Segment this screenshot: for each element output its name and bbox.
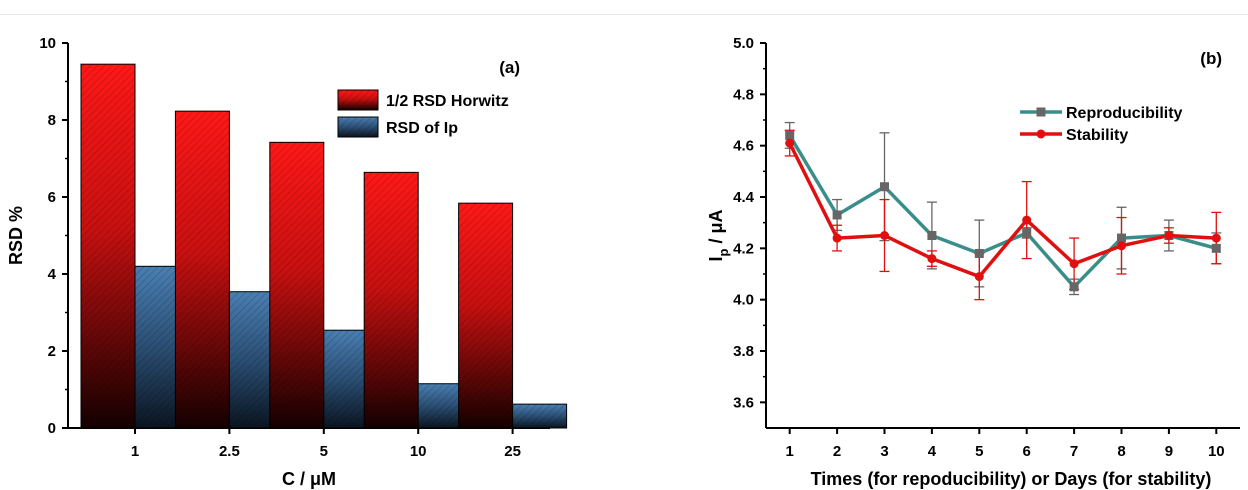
b-y-axis-label: Ip / μA xyxy=(706,210,731,262)
b-y-tick-label: 4.8 xyxy=(733,86,754,103)
b-legend-label: Reproducibility xyxy=(1066,105,1183,122)
b-marker-reproducibility xyxy=(1117,233,1126,243)
b-x-tick-label: 4 xyxy=(928,443,937,460)
b-marker-stability xyxy=(832,233,842,243)
b-x-tick-label: 9 xyxy=(1165,443,1173,460)
a-bar-hatch xyxy=(458,203,513,428)
a-y-tick-label: 2 xyxy=(48,343,56,360)
b-x-tick-label: 7 xyxy=(1070,443,1078,460)
b-marker-stability xyxy=(1164,231,1174,240)
a-legend-swatch-hatch xyxy=(338,117,378,137)
a-x-tick-label: 10 xyxy=(410,443,427,460)
a-bar-hatch xyxy=(364,172,419,428)
a-bar-hatch xyxy=(175,111,230,429)
b-marker-reproducibility xyxy=(974,248,984,258)
b-y-tick-label: 5.0 xyxy=(733,35,754,52)
a-y-tick-label: 4 xyxy=(48,266,57,283)
b-marker-stability xyxy=(1069,259,1079,269)
a-bar-hatch xyxy=(512,404,567,428)
a-bar-hatch xyxy=(81,64,135,429)
b-marker-reproducibility xyxy=(1022,228,1032,238)
b-x-tick-label: 10 xyxy=(1208,443,1225,460)
a-y-tick-label: 0 xyxy=(48,420,56,437)
b-marker-stability xyxy=(927,254,937,264)
a-y-tick-label: 6 xyxy=(48,189,56,206)
b-marker-stability xyxy=(785,138,795,148)
a-x-tick-label: 1 xyxy=(131,443,139,460)
top-divider xyxy=(0,0,1248,15)
b-x-tick-label: 1 xyxy=(786,443,794,460)
b-y-tick-label: 4.2 xyxy=(733,240,754,257)
b-marker-reproducibility xyxy=(880,182,889,192)
b-x-tick-label: 8 xyxy=(1117,443,1125,460)
b-legend-marker-circle xyxy=(1036,129,1046,139)
b-y-tick-label: 3.8 xyxy=(733,343,754,360)
b-line-stability xyxy=(788,142,1217,279)
a-legend-label: 1/2 RSD Horwitz xyxy=(386,93,509,110)
b-legend-marker-square xyxy=(1036,107,1046,117)
a-x-tick-label: 25 xyxy=(504,443,521,460)
b-y-tick-label: 4.0 xyxy=(733,292,754,309)
a-y-tick-label: 8 xyxy=(48,112,56,129)
b-marker-reproducibility xyxy=(927,231,937,240)
b-x-tick-label: 3 xyxy=(880,443,888,460)
b-x-tick-label: 2 xyxy=(833,443,841,460)
a-y-axis-label: RSD % xyxy=(6,206,26,265)
a-x-axis-label: C / μM xyxy=(282,469,336,489)
b-marker-reproducibility xyxy=(832,210,842,220)
b-marker-stability xyxy=(974,272,984,282)
b-y-tick-label: 3.6 xyxy=(733,394,754,411)
b-marker-stability xyxy=(1022,215,1032,225)
b-panel-label: (b) xyxy=(1200,49,1222,68)
b-marker-reproducibility xyxy=(1069,282,1079,292)
b-marker-stability xyxy=(880,231,889,240)
a-bar-hatch xyxy=(269,142,324,428)
b-marker-stability xyxy=(1117,241,1126,251)
b-x-tick-label: 6 xyxy=(1023,443,1031,460)
a-x-tick-label: 2.5 xyxy=(219,443,240,460)
b-line-reproducibility xyxy=(788,134,1217,289)
a-legend-label: RSD of Ip xyxy=(386,120,458,137)
b-marker-reproducibility xyxy=(785,130,795,140)
b-y-tick-label: 4.6 xyxy=(733,138,754,155)
b-x-axis-label: Times (for repoducibility) or Days (for … xyxy=(811,469,1212,489)
b-y-tick-label: 4.4 xyxy=(733,189,755,206)
b-marker-stability xyxy=(1211,233,1221,243)
a-x-tick-label: 5 xyxy=(320,443,328,460)
b-x-tick-label: 5 xyxy=(975,443,983,460)
b-marker-reproducibility xyxy=(1211,243,1221,253)
b-legend-label: Stability xyxy=(1066,127,1128,144)
a-legend-swatch-hatch xyxy=(338,90,378,110)
a-y-tick-label: 10 xyxy=(39,35,56,52)
a-panel-label: (a) xyxy=(499,58,520,77)
